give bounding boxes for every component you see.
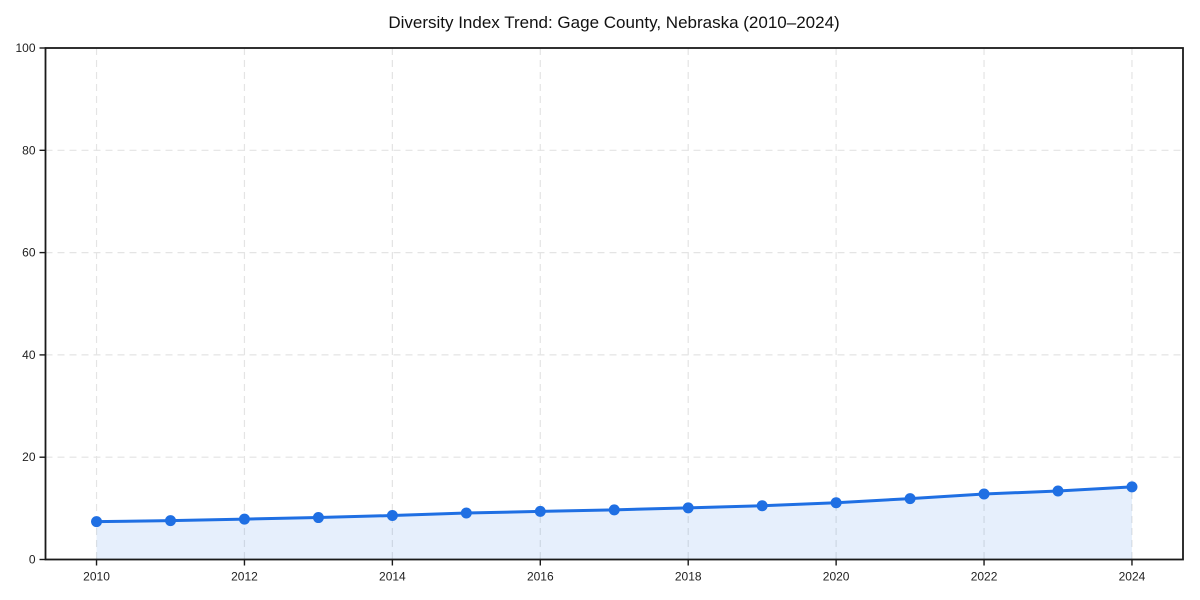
y-tick-label: 80	[22, 143, 36, 157]
x-tick-label: 2020	[823, 570, 850, 584]
data-point	[238, 513, 250, 525]
data-point	[608, 504, 620, 516]
y-tick-label: 20	[22, 450, 36, 464]
chart-title: Diversity Index Trend: Gage County, Nebr…	[388, 13, 840, 32]
area-fill	[96, 486, 1132, 560]
data-point	[164, 515, 176, 527]
data-point	[312, 512, 324, 524]
data-point-markers	[91, 481, 1138, 528]
x-tick-label: 2012	[231, 570, 258, 584]
x-tick-label: 2022	[971, 570, 998, 584]
x-tick-label: 2016	[527, 570, 554, 584]
x-tick-label: 2018	[675, 570, 702, 584]
y-tick-label: 100	[15, 41, 35, 55]
data-point	[460, 507, 472, 519]
x-axis-ticks: 2010 2012 2014 2016 2018 2020 2022 2024	[83, 559, 1146, 584]
data-point	[534, 505, 546, 517]
plot-box-spines	[44, 47, 1184, 561]
data-point	[904, 493, 916, 505]
data-point	[1052, 485, 1064, 497]
y-tick-label: 60	[22, 246, 36, 260]
data-point	[91, 516, 103, 528]
data-point	[682, 502, 694, 514]
y-tick-label: 0	[29, 553, 36, 567]
y-axis-ticks: 0 20 40 60 80 100	[15, 41, 46, 567]
x-tick-label: 2010	[83, 570, 110, 584]
y-tick-label: 40	[22, 348, 36, 362]
x-tick-label: 2024	[1119, 570, 1146, 584]
data-point	[386, 510, 398, 522]
data-point	[756, 500, 768, 512]
data-point	[1126, 481, 1138, 493]
area-under-curve	[96, 486, 1132, 560]
data-point	[830, 497, 842, 509]
plot-border	[44, 47, 1184, 561]
x-tick-label: 2014	[379, 570, 406, 584]
data-point	[978, 488, 990, 500]
vertical-gridlines	[95, 48, 1133, 560]
horizontal-gridlines	[45, 149, 1183, 458]
